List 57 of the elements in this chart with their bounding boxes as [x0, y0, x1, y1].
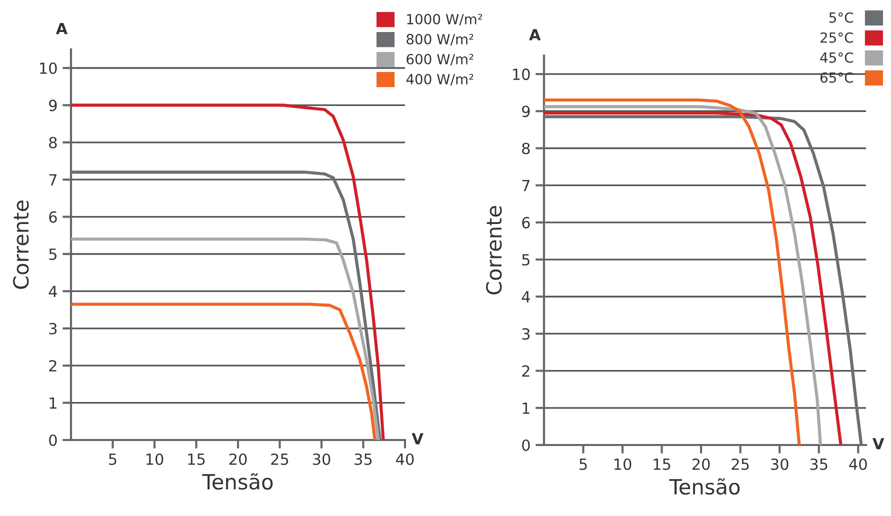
x-tick-label: 35 [810, 458, 828, 470]
y-tick-label: 4 [522, 291, 530, 302]
x-tick-label: 20 [692, 458, 710, 470]
legend-label: 1000 W/m² [407, 14, 482, 26]
text: A [56, 22, 68, 34]
y-tick-label: 7 [49, 174, 56, 186]
y-tick-label: 4 [48, 286, 57, 298]
y-tick-label: 9 [522, 106, 530, 118]
y-axis-title: Corrente [13, 200, 29, 289]
x-tick-label: 5 [109, 454, 116, 466]
legend-label: 5°C [829, 12, 854, 23]
legend-label: 65°C [820, 72, 854, 83]
y-tick-label: 2 [49, 360, 56, 372]
x-tick-label: 40 [849, 458, 867, 470]
y-tick-label: 5 [522, 254, 530, 266]
y-tick-label: 10 [513, 68, 530, 80]
x-tick-label: 15 [654, 458, 670, 470]
x-tick-label: 30 [771, 458, 788, 470]
y-tick-label: 1 [522, 402, 530, 414]
y-tick-label: 0 [49, 434, 57, 446]
x-tick-label: 10 [614, 458, 632, 470]
legend-label: 600 W/m² [406, 54, 474, 66]
x-tick-label: 20 [229, 453, 247, 466]
y-tick-label: 6 [49, 211, 57, 223]
x-axis-title: Tensão [202, 473, 273, 490]
y-tick-label: 3 [522, 328, 530, 340]
legend-label: 800 W/m² [406, 34, 474, 46]
x-tick-label: 30 [312, 453, 330, 466]
text: V [872, 438, 884, 450]
line-series [71, 238, 380, 440]
y-tick-label: 8 [522, 142, 530, 154]
x-tick-label: 5 [580, 458, 587, 470]
x-axis-title: Tensão [669, 478, 740, 495]
y-tick-label: 10 [40, 62, 57, 74]
y-tick-label: 5 [49, 248, 56, 260]
text: A [529, 29, 541, 40]
x-tick-label: 25 [732, 458, 749, 470]
y-tick-label: 1 [50, 397, 56, 409]
text: V [412, 433, 424, 444]
legend-label: 25°C [820, 32, 854, 43]
y-tick-label: 0 [522, 439, 530, 452]
y-tick-label: 8 [49, 136, 57, 148]
legend-label: 45°C [820, 52, 854, 63]
x-tick-label: 25 [271, 453, 288, 466]
y-tick-label: 2 [522, 365, 530, 377]
y-axis-title: Corrente [486, 206, 502, 294]
x-tick-label: 40 [396, 453, 414, 466]
line-series [71, 104, 385, 440]
x-tick-label: 35 [354, 453, 372, 466]
legend-label: 400 W/m² [406, 74, 474, 86]
x-tick-label: 15 [188, 454, 205, 466]
y-tick-label: 6 [522, 216, 530, 228]
y-tick-label: 9 [49, 100, 57, 112]
y-tick-label: 3 [49, 322, 57, 334]
y-tick-label: 7 [522, 180, 530, 192]
line-series [71, 302, 376, 440]
x-tick-label: 10 [146, 453, 164, 466]
